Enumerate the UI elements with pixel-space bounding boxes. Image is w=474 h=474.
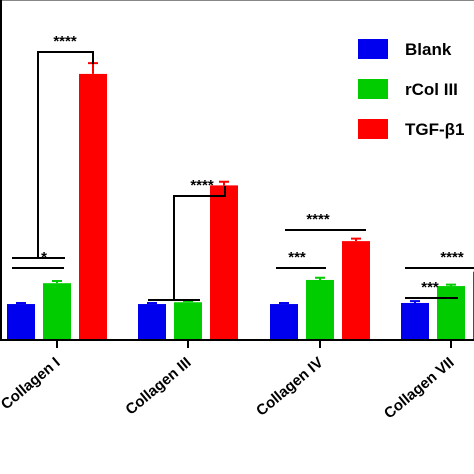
- bar: [342, 241, 370, 340]
- error-bar: [88, 62, 98, 74]
- error-bar: [52, 280, 62, 284]
- significance-bracket: [12, 51, 94, 259]
- bar: [401, 302, 429, 340]
- x-tick-label: Collagen I: [0, 354, 64, 413]
- significance-label: *: [41, 249, 47, 266]
- significance-label: ***: [288, 249, 306, 266]
- error-bar: [351, 237, 361, 242]
- x-tick-label: Collagen IV: [253, 354, 327, 420]
- significance-label: ****: [440, 249, 464, 266]
- error-bar: [279, 301, 289, 305]
- x-tick-label: Collagen III: [122, 354, 194, 418]
- legend-swatch: [358, 79, 388, 99]
- legend-label: rCol III: [405, 80, 458, 99]
- legend-swatch: [358, 39, 388, 59]
- x-tick-label: Collagen VII: [381, 354, 458, 422]
- error-bar: [446, 283, 456, 287]
- significance-label: ***: [421, 279, 439, 296]
- bar: [79, 73, 107, 341]
- bar: [210, 185, 238, 340]
- significance-label: ****: [190, 177, 214, 194]
- error-bar: [315, 276, 325, 280]
- bar: [138, 304, 166, 340]
- significance-label: ****: [306, 211, 330, 228]
- bar: [437, 286, 465, 340]
- bar: [306, 279, 334, 340]
- error-bar: [183, 300, 193, 303]
- error-bar: [219, 180, 229, 186]
- bar: [43, 283, 71, 340]
- significance-label: ****: [53, 33, 77, 50]
- legend-label: Blank: [405, 40, 452, 59]
- significance-bracket: [148, 186, 226, 301]
- legend-label: TGF-β1: [405, 120, 464, 139]
- bar: [270, 304, 298, 340]
- error-bar: [410, 300, 420, 303]
- bar: [174, 302, 202, 340]
- error-bar: [147, 301, 157, 305]
- legend-swatch: [358, 119, 388, 139]
- bar: [7, 304, 35, 340]
- error-bar: [16, 301, 26, 305]
